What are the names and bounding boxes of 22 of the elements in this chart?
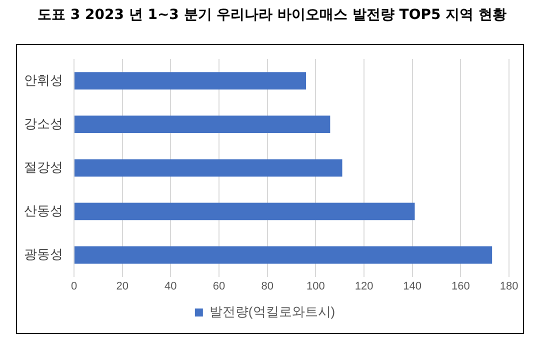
bar — [74, 116, 330, 134]
x-tick-label: 160 — [451, 280, 470, 292]
y-tick-label: 광동성 — [24, 246, 63, 262]
y-tick-label: 안휘성 — [24, 72, 63, 88]
y-tick-label: 절강성 — [24, 159, 63, 174]
y-tick-label: 강소성 — [24, 116, 63, 131]
bar — [74, 159, 342, 177]
x-tick-label: 180 — [500, 280, 518, 292]
x-tick-label: 20 — [116, 280, 128, 292]
bar — [74, 202, 415, 220]
bar — [74, 72, 306, 90]
x-tick-label: 0 — [70, 280, 78, 292]
x-tick-label: 60 — [212, 280, 226, 292]
x-tick-label: 140 — [403, 280, 422, 292]
x-tick-label: 100 — [306, 280, 325, 292]
bar — [74, 246, 492, 264]
y-tick-label: 산동성 — [24, 203, 63, 218]
legend-label: 발전량(억킬로와트시) — [209, 304, 336, 320]
chart-title: 도표 3 2023 년 1~3 분기 우리나라 바이오매스 발전량 TOP5 지역 현황 — [36, 6, 508, 24]
x-tick-label: 80 — [261, 280, 274, 292]
x-tick-label: 120 — [354, 280, 374, 292]
x-tick-label: 40 — [164, 280, 177, 292]
